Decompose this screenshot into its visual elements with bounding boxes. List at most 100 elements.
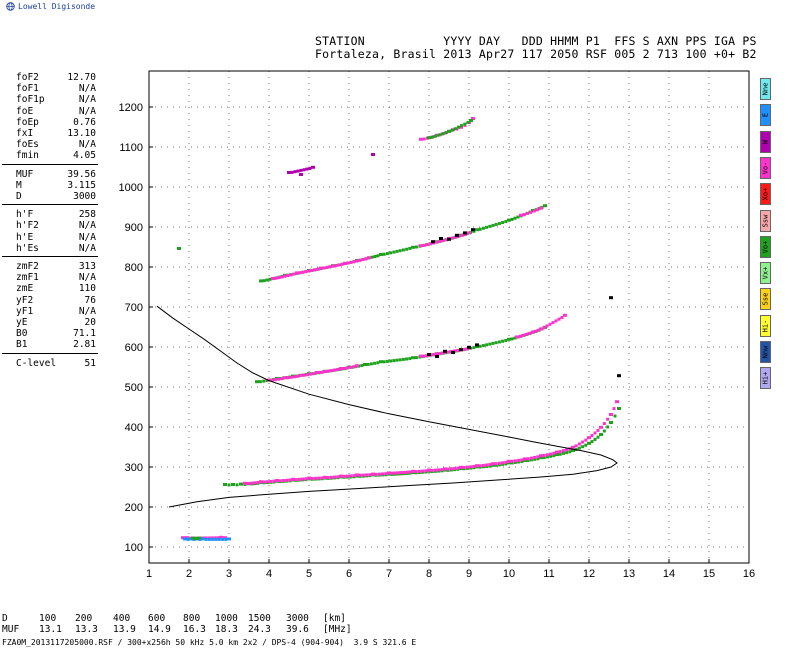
echo-point <box>539 206 543 210</box>
echo-point <box>613 414 617 418</box>
param-value: N/A <box>78 83 96 95</box>
echo-point <box>519 213 523 217</box>
echo-point <box>529 456 533 460</box>
echo-point <box>272 479 276 483</box>
param-row: yE 20 <box>16 317 96 328</box>
param-label: foE <box>16 105 34 117</box>
echo-point <box>288 478 292 482</box>
echo-point <box>387 471 391 475</box>
echo-point <box>497 340 501 344</box>
echo-point <box>408 470 412 474</box>
param-row: foEp 0.76 <box>16 117 96 128</box>
param-value: N/A <box>78 231 96 243</box>
echo-point <box>277 276 281 280</box>
echo-point <box>501 221 505 225</box>
table-cell: 13.3 <box>75 624 98 635</box>
echo-point <box>312 372 316 376</box>
table-cell: 400 <box>113 613 131 624</box>
param-value: N/A <box>78 94 96 106</box>
echo-point <box>274 276 278 280</box>
echo-point <box>459 465 463 469</box>
echo-point <box>510 337 514 341</box>
echo-trace <box>259 204 547 283</box>
echo-point <box>308 166 312 170</box>
echo-point <box>302 373 306 377</box>
echo-point <box>551 321 555 325</box>
echo-point <box>440 351 444 355</box>
x-tick-label: 2 <box>186 568 192 580</box>
echo-point <box>433 468 437 472</box>
echo-point <box>325 265 329 269</box>
param-value: 39.56 <box>67 168 96 180</box>
echo-point <box>533 457 537 461</box>
echo-point <box>363 363 367 366</box>
echo-point <box>197 536 201 540</box>
echo-point <box>349 260 353 264</box>
echo-point <box>304 270 308 274</box>
echo-point <box>527 331 531 335</box>
echo-point <box>443 467 447 471</box>
x-tick-label: 11 <box>543 568 554 580</box>
table-cell: 600 <box>148 613 166 624</box>
echo-point <box>561 451 565 455</box>
echo-point <box>305 373 309 377</box>
echo-point <box>289 375 293 379</box>
legend-label: Xo+ <box>761 187 769 201</box>
y-tick-label: 100 <box>125 542 143 554</box>
param-value: 3000 <box>73 191 96 202</box>
param-value: 76 <box>84 294 96 306</box>
param-label: foF2 <box>16 72 39 83</box>
axis-ticks: 1 2 3 4 5 6 7 8 9 10 11 12 13 14 15 1610020030040050060… <box>119 102 756 580</box>
echo-point <box>515 335 519 339</box>
param-separator <box>2 352 98 354</box>
x-tick-label: 5 <box>306 568 312 580</box>
echo-point <box>545 453 549 457</box>
echo-point <box>311 165 315 169</box>
param-row: zmE 110 <box>16 283 96 294</box>
echo-point <box>307 372 311 376</box>
echo-point <box>427 353 431 356</box>
echo-point <box>520 459 524 463</box>
legend-item: Vx+ <box>760 262 771 285</box>
param-row: h'F2 N/A <box>16 220 96 231</box>
echo-point <box>504 339 508 343</box>
echo-point <box>453 466 457 470</box>
echo-point <box>393 471 397 475</box>
echo-point <box>411 356 415 360</box>
echo-point <box>390 471 394 475</box>
echo-point <box>455 127 459 131</box>
echo-point <box>599 433 603 436</box>
echo-point <box>555 453 559 456</box>
echo-point <box>295 271 299 275</box>
echo-point <box>408 247 412 251</box>
echo-point <box>548 322 552 326</box>
echo-point <box>444 238 448 242</box>
echo-point <box>447 129 451 133</box>
echo-point <box>283 274 287 278</box>
echo-point <box>565 448 569 452</box>
table-cell: 200 <box>75 613 93 624</box>
echo-point <box>342 474 346 478</box>
echo-point <box>223 483 227 486</box>
echo-point <box>491 223 495 227</box>
echo-point <box>488 224 492 228</box>
param-value: N/A <box>78 242 96 254</box>
param-separator <box>2 204 98 206</box>
echo-point <box>331 264 335 268</box>
echo-point <box>373 361 377 365</box>
echo-point <box>419 137 423 141</box>
echo-point <box>217 537 221 541</box>
x-tick-label: 15 <box>703 568 715 580</box>
echo-point <box>584 438 588 442</box>
muf-table-row: MUF 13.1 13.3 13.9 14.9 16.3 18.3 24.3 39.6 [MHz] <box>2 624 402 635</box>
echo-point <box>349 365 353 369</box>
echo-point <box>309 372 313 376</box>
echo-point <box>265 480 269 484</box>
echo-point <box>581 440 585 444</box>
x-tick-label: 3 <box>226 568 232 580</box>
table-cell: 13.9 <box>113 624 136 635</box>
echo-point <box>287 171 291 174</box>
echo-point <box>431 240 435 244</box>
echo-trace <box>255 325 547 384</box>
echo-point <box>278 377 282 381</box>
